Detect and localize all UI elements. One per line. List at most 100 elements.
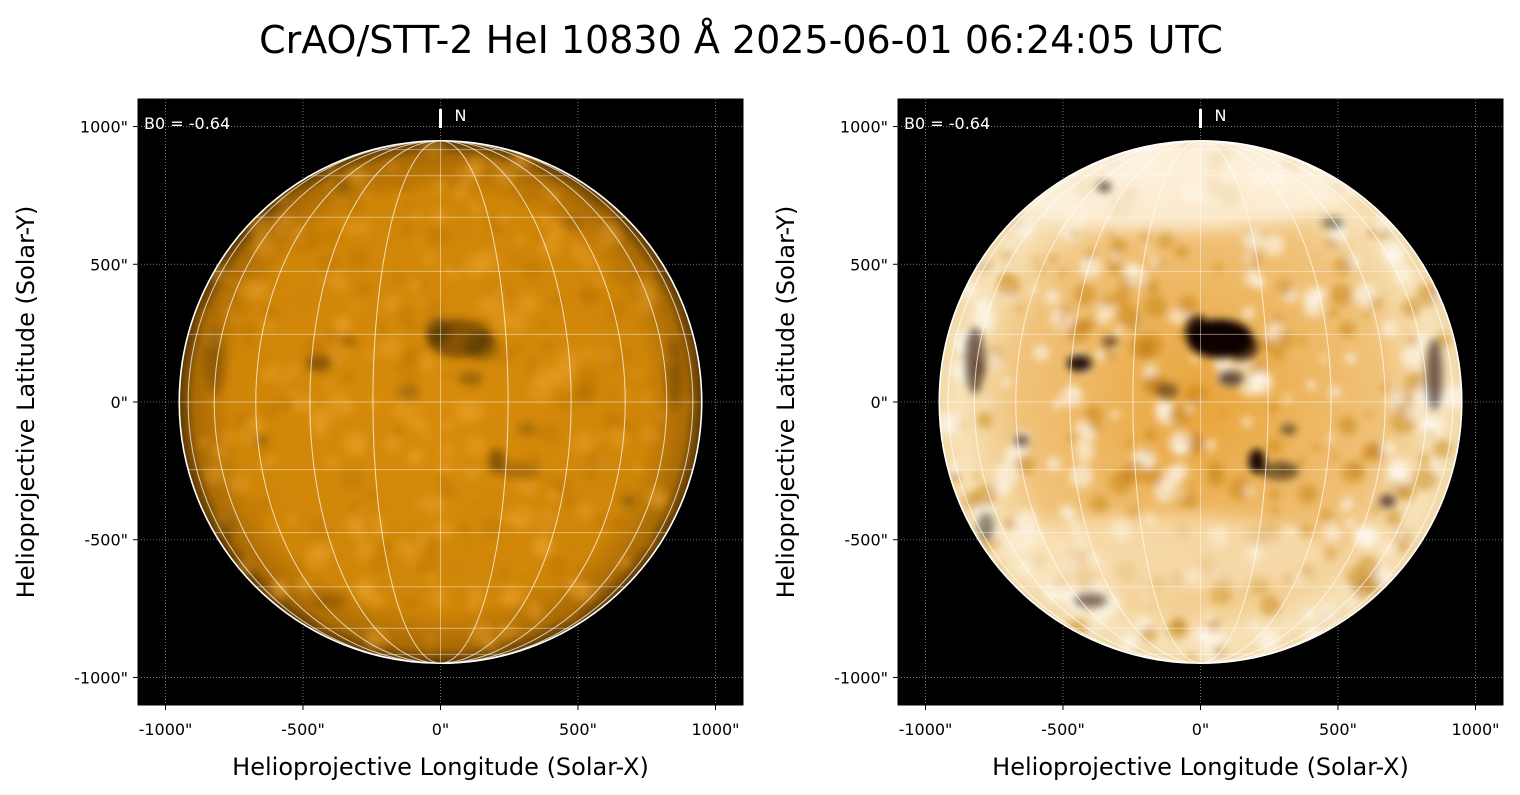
dark-feature bbox=[1156, 382, 1179, 400]
dark-feature bbox=[314, 593, 347, 608]
texture-blob bbox=[196, 419, 209, 433]
texture-blob bbox=[955, 340, 969, 354]
texture-blob bbox=[261, 582, 272, 594]
texture-blob bbox=[386, 167, 409, 189]
texture-blob bbox=[467, 459, 477, 469]
dark-feature bbox=[501, 461, 540, 481]
meridian-line bbox=[973, 140, 1428, 664]
texture-blob bbox=[622, 348, 634, 361]
texture-blob bbox=[1202, 624, 1225, 648]
solar-disk bbox=[179, 140, 702, 664]
texture-blob bbox=[1120, 634, 1140, 654]
x-tick-label: 500" bbox=[1319, 720, 1357, 739]
texture-blob bbox=[415, 237, 424, 246]
dark-feature bbox=[1248, 448, 1266, 474]
dark-feature bbox=[1067, 355, 1092, 372]
texture-blob bbox=[1156, 229, 1175, 249]
texture-blob bbox=[1166, 618, 1188, 640]
x-tick-label: 500" bbox=[559, 720, 597, 739]
texture-blob bbox=[346, 238, 355, 247]
texture-blob bbox=[402, 343, 425, 365]
texture-blob bbox=[1244, 269, 1261, 287]
texture-blob bbox=[323, 379, 334, 390]
x-tick-label: -500" bbox=[281, 720, 325, 739]
texture-blob bbox=[1394, 266, 1412, 284]
texture-blob bbox=[1142, 596, 1149, 603]
texture-blob bbox=[354, 576, 375, 597]
texture-blob bbox=[440, 443, 455, 458]
texture-blob bbox=[1190, 354, 1199, 364]
meridian-line bbox=[255, 140, 626, 664]
texture-blob bbox=[368, 550, 389, 571]
texture-blob bbox=[528, 379, 552, 403]
texture-blob bbox=[377, 180, 391, 194]
texture-blob bbox=[467, 586, 485, 604]
texture-blob bbox=[357, 433, 367, 443]
texture-blob bbox=[644, 289, 659, 305]
texture-blob bbox=[1220, 410, 1227, 418]
y-axis-label: Helioprojective Latitude (Solar-Y) bbox=[772, 206, 800, 599]
texture-blob bbox=[1428, 289, 1435, 296]
y-tick-label: 1000" bbox=[80, 118, 128, 137]
texture-blob bbox=[592, 450, 613, 471]
texture-blob bbox=[569, 545, 577, 553]
texture-blob bbox=[386, 610, 397, 620]
texture-blob bbox=[607, 266, 624, 283]
texture-blob bbox=[1362, 310, 1370, 318]
meridian-line bbox=[255, 140, 626, 664]
texture-blob bbox=[974, 310, 996, 333]
texture-blob bbox=[229, 538, 240, 549]
texture-blob bbox=[1329, 307, 1339, 318]
texture-blob bbox=[382, 294, 401, 313]
texture-blob bbox=[472, 205, 484, 217]
texture-blob bbox=[536, 321, 552, 337]
texture-blob bbox=[590, 514, 602, 526]
texture-blob bbox=[327, 340, 349, 361]
texture-blob bbox=[1356, 555, 1380, 578]
texture-blob bbox=[1432, 439, 1452, 459]
texture-blob bbox=[1187, 652, 1196, 661]
texture-blob bbox=[369, 313, 378, 322]
texture-blob bbox=[622, 419, 637, 435]
north-label: N bbox=[1215, 106, 1227, 125]
meridian-line bbox=[1015, 140, 1386, 664]
texture-blob bbox=[240, 322, 259, 341]
texture-blob bbox=[519, 191, 536, 208]
meridian-line bbox=[309, 140, 572, 664]
texture-blob bbox=[1075, 439, 1084, 448]
texture-blob bbox=[995, 479, 1012, 496]
texture-blob bbox=[266, 382, 274, 390]
texture-blob bbox=[1381, 544, 1390, 553]
x-tick-label: 1000" bbox=[691, 720, 739, 739]
texture-blob bbox=[1371, 504, 1380, 514]
dark-feature bbox=[307, 355, 332, 372]
texture-blob bbox=[541, 185, 550, 194]
texture-blob bbox=[958, 421, 966, 429]
texture-blob bbox=[571, 242, 589, 260]
texture-blob bbox=[422, 644, 435, 657]
texture-blob bbox=[278, 376, 288, 386]
texture-blob bbox=[277, 393, 295, 411]
bright-region bbox=[989, 513, 1330, 594]
texture-blob bbox=[1057, 317, 1067, 327]
dark-feature bbox=[1321, 216, 1344, 230]
texture-blob bbox=[1385, 510, 1402, 527]
texture-blob bbox=[1101, 295, 1114, 308]
meridian-line bbox=[309, 140, 572, 664]
texture-blob bbox=[1313, 286, 1327, 300]
texture-blob bbox=[270, 523, 278, 532]
texture-blob bbox=[1139, 332, 1163, 356]
texture-blob bbox=[1110, 410, 1121, 420]
texture-blob bbox=[494, 283, 506, 295]
texture-blob bbox=[311, 406, 334, 430]
texture-blob bbox=[1401, 345, 1425, 369]
texture-blob bbox=[391, 271, 405, 285]
texture-blob bbox=[1303, 296, 1324, 318]
texture-blob bbox=[1268, 489, 1280, 501]
texture-blob bbox=[488, 308, 511, 332]
texture-blob bbox=[517, 477, 537, 497]
texture-blob bbox=[1153, 481, 1176, 503]
b0-label: B0 = -0.64 bbox=[144, 114, 230, 133]
texture-blob bbox=[433, 180, 447, 193]
